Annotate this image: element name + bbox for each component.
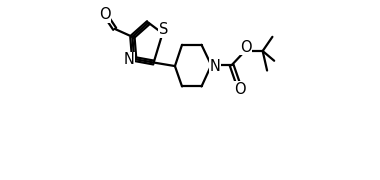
Text: N: N xyxy=(210,58,221,74)
Text: O: O xyxy=(99,7,111,22)
Text: O: O xyxy=(234,82,245,97)
Text: N: N xyxy=(124,52,135,67)
Text: O: O xyxy=(240,40,252,55)
Text: S: S xyxy=(159,22,168,37)
